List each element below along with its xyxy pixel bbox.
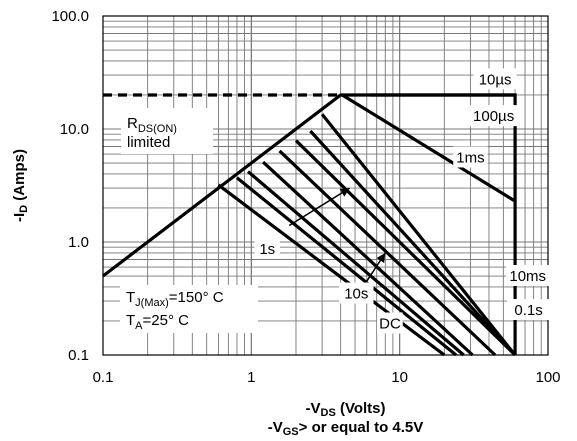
series-label-10ms: 10ms [509, 268, 546, 285]
y-tick-label: 1.0 [68, 234, 89, 251]
y-axis-title-sub: D [18, 205, 30, 213]
series-line-10ms [309, 129, 517, 357]
series-line-10s [261, 160, 474, 357]
y-axis-title-suffix: (Amps) [11, 149, 28, 205]
temperature-annotation: TJ(Max)=150° CTA=25° C [120, 285, 258, 333]
tick-labels: 0.1 1 10 100 0.1 1.0 10.0 100.0 [51, 8, 560, 386]
tj-sub: J(Max) [135, 297, 169, 309]
series-line-100s [341, 93, 516, 203]
x-axis-title: -VDS (Volts) [306, 400, 386, 419]
x-axis-title-2-prefix: -V [268, 419, 283, 436]
arrow-head [376, 252, 386, 263]
series-label-group: 100µs [467, 105, 520, 127]
rds-on-label: RDS(ON) [127, 115, 177, 135]
series-label-bg [467, 105, 520, 127]
x-tick-label: 10 [391, 369, 408, 386]
y-tick-label: 100.0 [51, 8, 89, 25]
y-axis-title-prefix: -I [11, 213, 28, 222]
series-label-group: 10µs [473, 68, 517, 90]
series-label-group: DC [377, 312, 403, 334]
y-tick-label: 10.0 [60, 121, 89, 138]
series-line-01s [294, 139, 517, 357]
plot-frame [102, 15, 549, 356]
axis-titles: -VDS (Volts)-VGS> or equal to 4.5V-ID (A… [11, 149, 423, 438]
ta-suffix: =25° C [143, 312, 190, 329]
series-line-1s [278, 149, 497, 357]
series-line-extra-9 [235, 176, 458, 357]
arrow-line [288, 187, 351, 227]
x-axis-title-prefix: -V [306, 400, 321, 417]
series-label-bg [254, 237, 281, 259]
ta-label: TA=25° C [126, 312, 189, 332]
series-label-1s: 1s [259, 241, 275, 258]
series-label-bg [339, 282, 374, 304]
series-label-bg [453, 146, 488, 168]
series-label-group: 1s [254, 237, 281, 259]
series-label-group: 10ms [506, 265, 550, 287]
y-axis-title: -ID (Amps) [11, 149, 30, 222]
series-label-10s: 10s [344, 286, 368, 303]
series-label-bg [507, 299, 551, 321]
series-line-1ms [320, 113, 517, 357]
rds-on-main: R [127, 115, 138, 132]
ta-sub: A [135, 320, 143, 332]
tj-label: TJ(Max)=150° C [126, 289, 224, 309]
series-label-DC: DC [379, 316, 401, 333]
x-tick-label: 1 [247, 369, 255, 386]
y-tick-label: 0.1 [68, 347, 89, 364]
x-axis-title-2: -VGS> or equal to 4.5V [268, 419, 424, 438]
series-label-1ms: 1ms [456, 149, 484, 166]
x-axis-title-2-suffix: > or equal to 4.5V [299, 419, 424, 436]
series-label-01s: 0.1s [514, 302, 542, 319]
tj-prefix: T [126, 289, 135, 306]
soa-boundary-line [102, 93, 517, 355]
ta-prefix: T [126, 312, 135, 329]
series-labels: 10µs 100µs 1ms 10ms 0.1s 1s 10s DC [254, 68, 551, 334]
series-label-bg [506, 265, 550, 287]
series-label-group: 1ms [453, 146, 488, 168]
series-label-group: 0.1s [507, 299, 551, 321]
temperature-bg [120, 285, 258, 333]
x-tick-label: 0.1 [93, 369, 114, 386]
series-label-bg [377, 312, 403, 334]
series-label-10s: 10µs [479, 71, 512, 88]
series-label-group: 10s [339, 282, 374, 304]
x-axis-title-suffix: (Volts) [336, 400, 386, 417]
series-label-bg [473, 68, 517, 90]
x-tick-label: 100 [535, 369, 560, 386]
series-line-DC [217, 183, 446, 357]
rds-on-bg [121, 108, 213, 154]
x-axis-title-2-sub: GS [283, 426, 299, 438]
series-line-extra-8 [246, 170, 465, 357]
series-lines [102, 93, 517, 357]
series-label-100s: 100µs [473, 108, 514, 125]
rds-on-sub: DS(ON) [138, 123, 177, 135]
rds-on-line2: limited [127, 134, 170, 151]
rds-on-annotation: RDS(ON)limited [121, 108, 213, 154]
x-axis-title-sub: DS [321, 407, 336, 419]
arrow-head [339, 188, 350, 197]
tj-suffix: =150° C [169, 289, 224, 306]
